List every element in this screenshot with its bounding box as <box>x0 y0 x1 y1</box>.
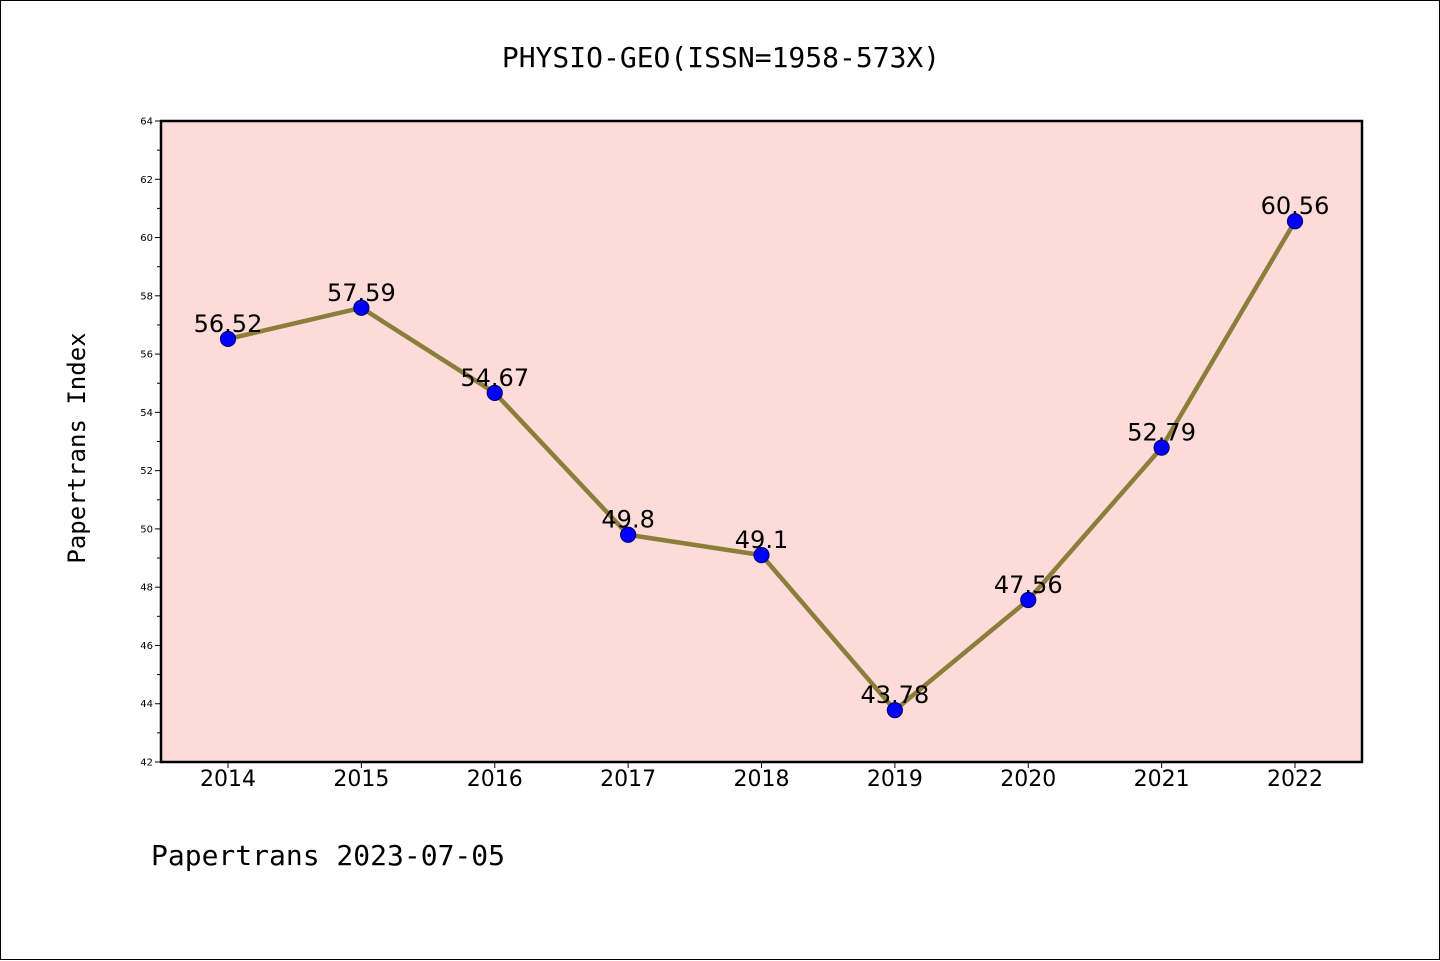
y-tick-label: 62 <box>140 175 153 186</box>
data-point-marker <box>353 299 370 316</box>
x-tick-label: 2016 <box>467 767 523 792</box>
y-tick-label: 44 <box>140 699 153 710</box>
chart-title: PHYSIO-GEO(ISSN=1958-573X) <box>502 41 940 74</box>
data-point-label: 54.67 <box>460 364 529 392</box>
x-tick-label: 2017 <box>600 767 656 792</box>
y-tick-label: 42 <box>140 758 153 769</box>
data-labels: 56.52 57.59 54.67 49.8 49.1 43.78 47.56 52.79 60… <box>194 192 1330 709</box>
data-point-label: 56.52 <box>194 310 263 338</box>
x-tick-label: 2014 <box>200 767 256 792</box>
x-tick-label: 2015 <box>333 767 389 792</box>
y-tick-label: 52 <box>140 466 153 477</box>
data-point-label: 60.56 <box>1261 192 1330 220</box>
data-point-marker <box>1020 591 1037 609</box>
y-tick-label: 56 <box>140 350 153 361</box>
footer-caption: Papertrans 2023-07-05 <box>151 839 505 872</box>
y-axis-ticks: 42 44 46 48 50 52 54 56 58 60 62 64 <box>140 117 161 769</box>
x-tick-label: 2022 <box>1267 767 1323 792</box>
y-tick-label: 50 <box>140 524 153 535</box>
y-axis-label: Papertrans Index <box>63 332 91 563</box>
data-point-marker <box>1286 213 1304 230</box>
y-tick-label: 60 <box>140 233 153 244</box>
x-tick-label: 2020 <box>1000 767 1056 792</box>
plot-frame <box>159 119 1364 764</box>
data-markers <box>219 213 1304 719</box>
data-point-label: 49.1 <box>735 526 788 554</box>
y-tick-label: 54 <box>140 408 153 419</box>
y-tick-label: 46 <box>140 641 153 652</box>
data-point-label: 57.59 <box>327 279 396 307</box>
x-tick-label: 2021 <box>1134 767 1190 792</box>
data-point-label: 49.8 <box>601 506 654 534</box>
data-point-marker <box>219 330 237 348</box>
data-point-marker <box>886 702 903 719</box>
y-tick-label: 64 <box>140 117 153 128</box>
x-tick-label: 2018 <box>734 767 790 792</box>
data-point-marker <box>620 526 637 543</box>
y-tick-label: 48 <box>140 583 153 594</box>
data-point-marker <box>486 384 503 401</box>
data-point-marker <box>1153 439 1170 456</box>
data-point-label: 47.56 <box>994 571 1063 599</box>
data-point-label: 52.79 <box>1127 419 1196 447</box>
data-point-marker <box>753 547 770 564</box>
x-axis-ticks: 2014 2015 2016 2017 2018 2019 2020 2021 2022 <box>200 762 1323 792</box>
x-tick-label: 2019 <box>867 767 923 792</box>
data-point-label: 43.78 <box>861 681 930 709</box>
y-tick-label: 58 <box>140 291 153 302</box>
